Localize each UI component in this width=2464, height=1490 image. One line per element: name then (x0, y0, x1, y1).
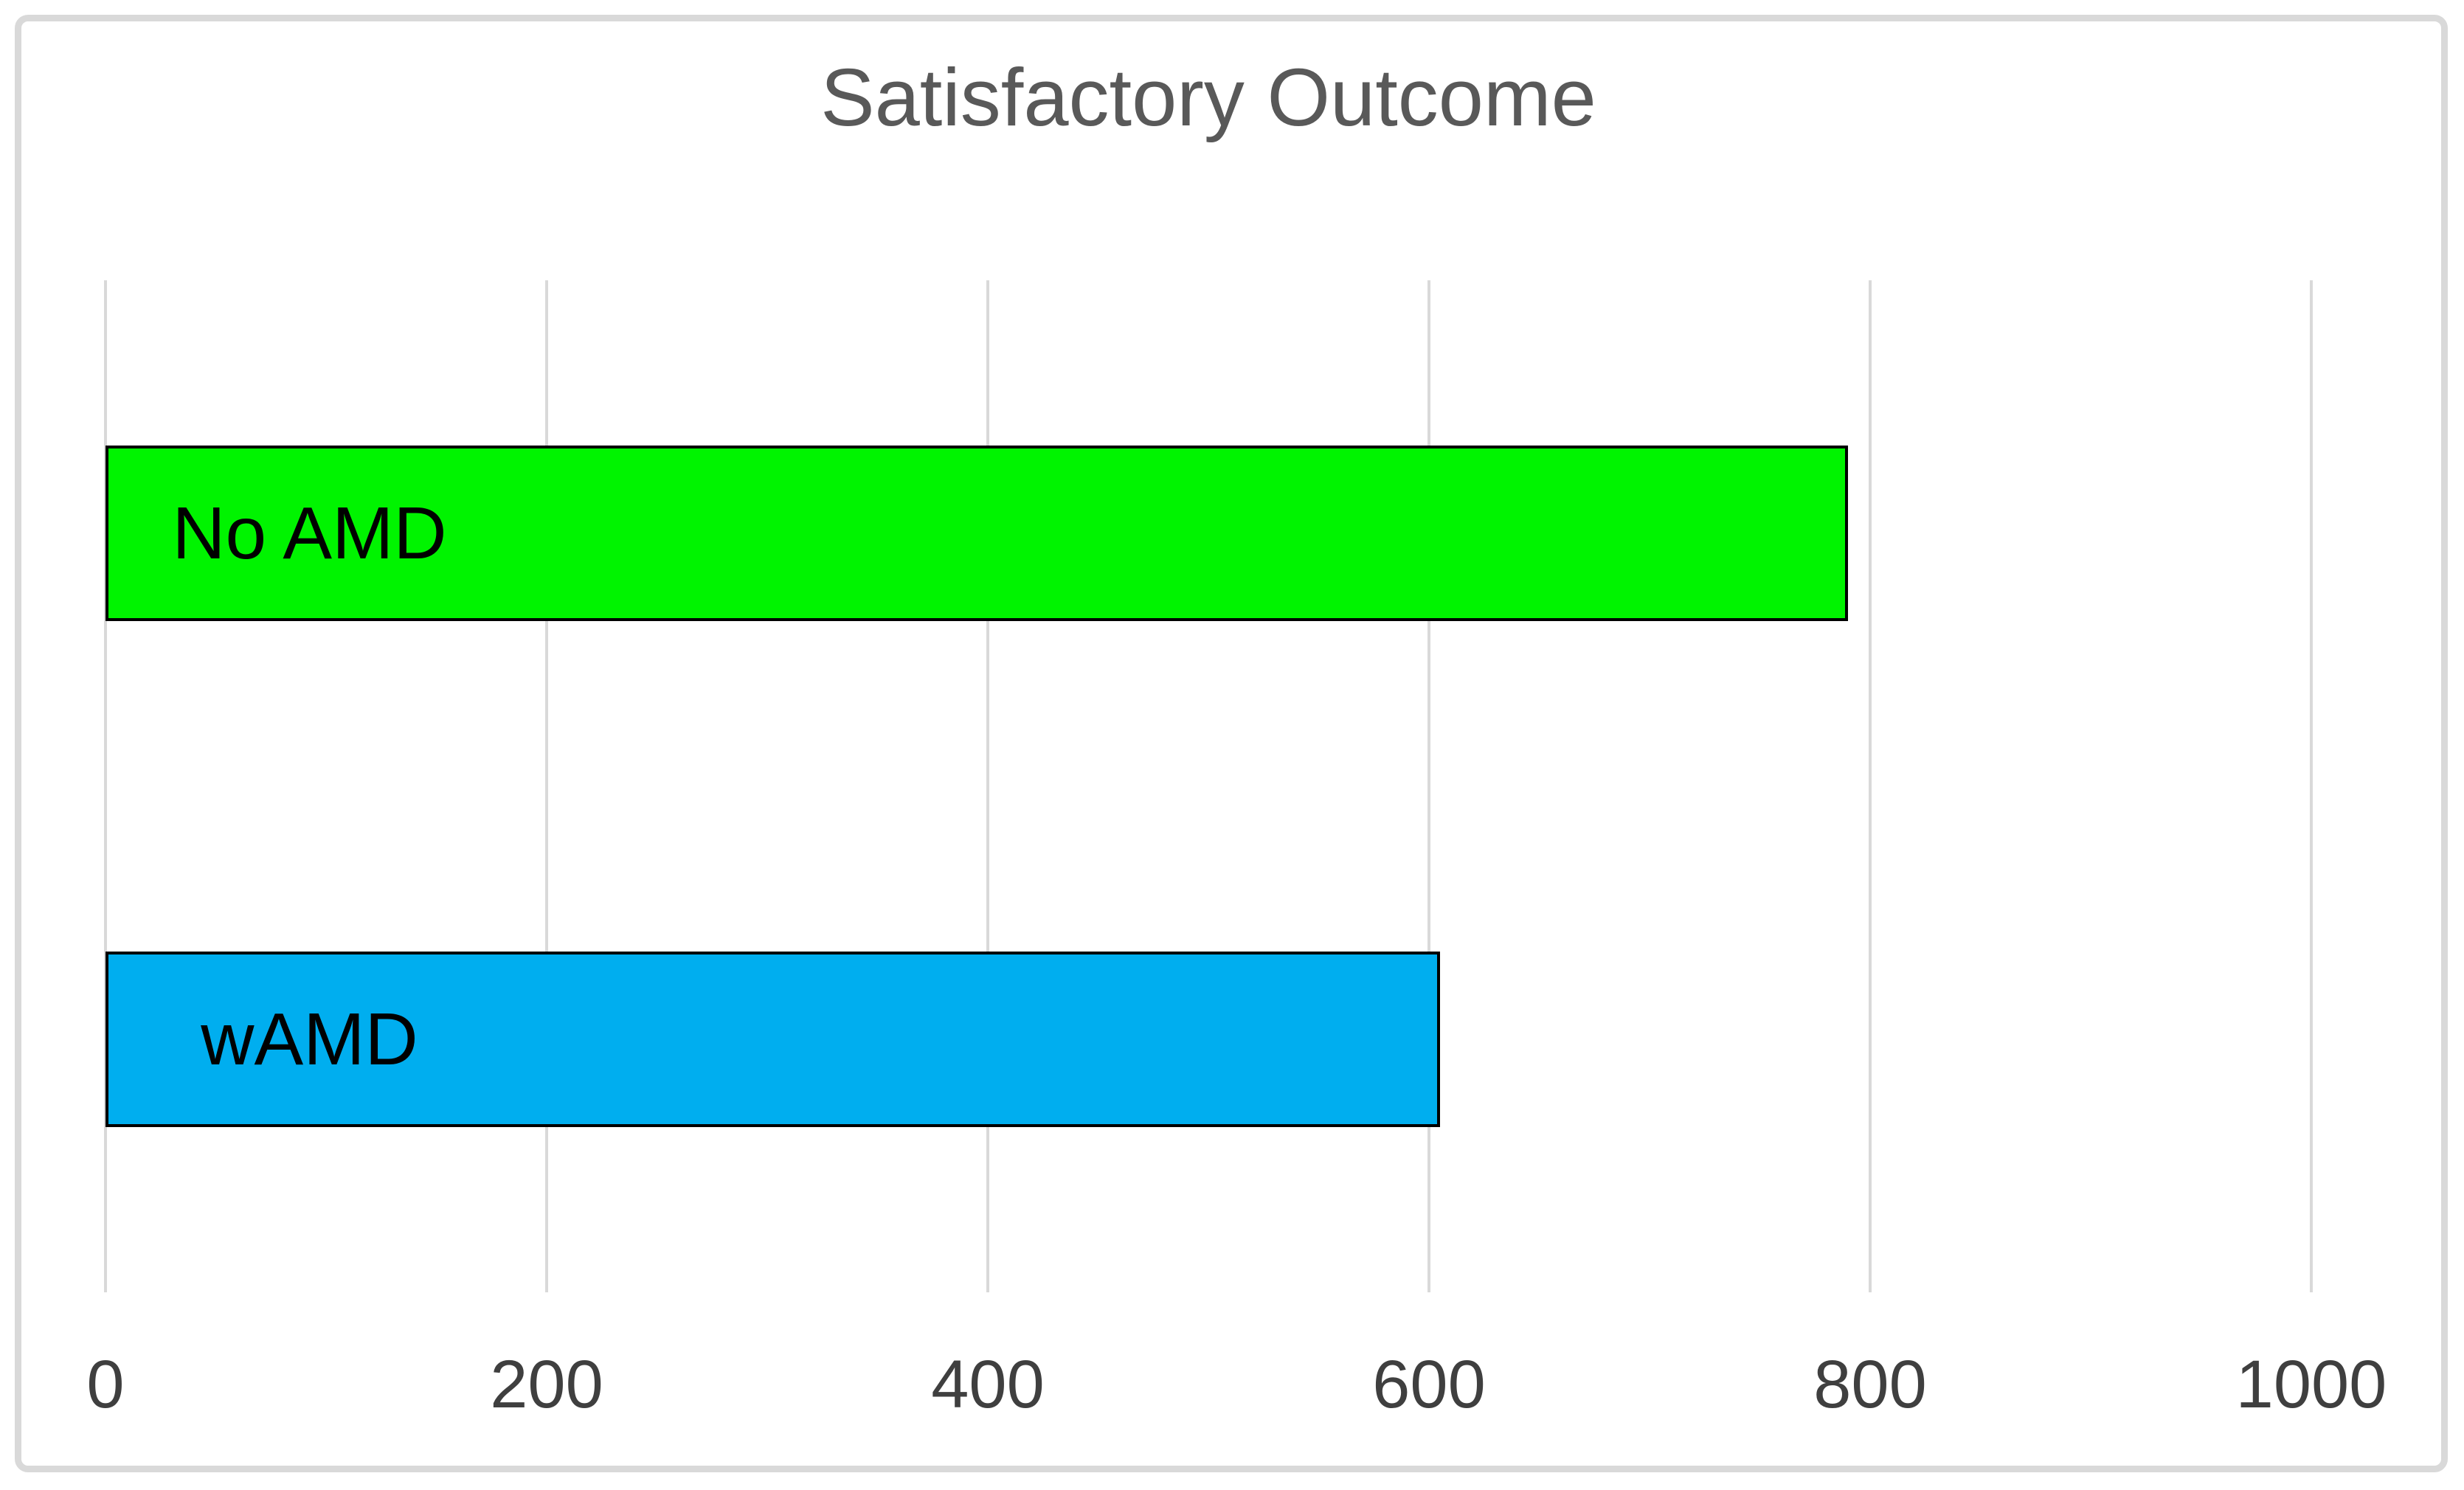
gridline (104, 280, 107, 1292)
plot-area: No AMD wAMD (104, 280, 2313, 1292)
x-axis-tick-label: 200 (490, 1347, 603, 1422)
bar-no-amd: No AMD (105, 446, 1849, 621)
bar-label: wAMD (201, 997, 418, 1081)
chart-title: Satisfactory Outcome (820, 52, 1596, 143)
gridline (986, 280, 989, 1292)
x-axis: 0 200 400 600 800 1000 (86, 1346, 2387, 1442)
x-axis-tick-label: 800 (1813, 1347, 1927, 1422)
x-axis-tick-label: 1000 (2235, 1347, 2387, 1422)
chart-frame: Satisfactory Outcome No AMD wAMD 0 200 400 6… (15, 15, 2448, 1472)
x-axis-tick-label: 400 (931, 1347, 1045, 1422)
bar-wamd: wAMD (105, 952, 1440, 1127)
gridline (1427, 280, 1430, 1292)
bar-label: No AMD (172, 491, 447, 575)
gridline (2310, 280, 2313, 1292)
x-axis-tick-label: 0 (86, 1347, 125, 1422)
gridline (545, 280, 548, 1292)
gridline (1869, 280, 1872, 1292)
x-axis-tick-label: 600 (1372, 1347, 1486, 1422)
